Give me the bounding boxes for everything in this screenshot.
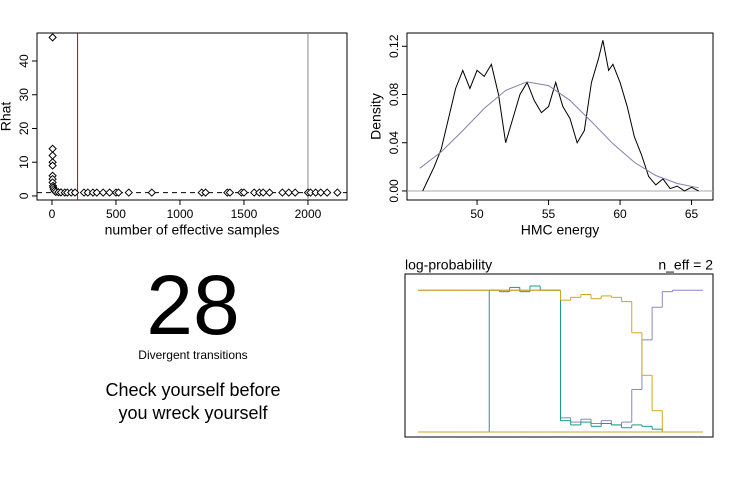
x-axis-label: number of effective samples: [105, 222, 280, 238]
density-line: [419, 81, 699, 189]
point: [114, 188, 123, 197]
point: [105, 188, 114, 197]
point: [201, 188, 210, 197]
x-tick-label: 60: [613, 207, 627, 221]
point: [265, 188, 274, 197]
point: [322, 188, 332, 197]
x-tick-label: 500: [106, 207, 126, 221]
plot-frame: [36, 32, 348, 201]
y-tick-label: 0.12: [387, 34, 401, 58]
x-axis-label: HMC energy: [521, 222, 600, 238]
point: [48, 151, 57, 160]
point: [278, 188, 287, 197]
y-tick-label: 0.08: [387, 82, 401, 106]
point: [225, 188, 235, 197]
point: [284, 188, 293, 197]
plot-frame: [404, 273, 714, 438]
point: [48, 161, 57, 170]
y-tick-label: 10: [17, 155, 31, 169]
point: [98, 188, 108, 197]
point: [147, 188, 157, 197]
x-tick-label: 55: [542, 207, 556, 221]
density-line: [422, 40, 699, 192]
y-axis-label: Rhat: [0, 102, 14, 132]
panel-title: log-probability: [405, 257, 492, 273]
y-tick-label: 40: [17, 54, 31, 68]
x-tick-label: 50: [470, 207, 484, 221]
y-tick-label: 0.00: [387, 179, 401, 203]
y-tick-label: 30: [17, 88, 31, 102]
point: [70, 188, 80, 197]
y-tick-label: 0: [17, 192, 31, 199]
x-tick-label: 0: [49, 207, 56, 221]
point: [48, 33, 57, 42]
message-line: Check yourself before: [105, 380, 280, 400]
x-tick-label: 2000: [295, 207, 322, 221]
point: [333, 188, 342, 197]
plot-frame: [406, 32, 714, 201]
y-axis-label: Density: [368, 93, 384, 140]
divergent-label: Divergent transitions: [138, 348, 247, 362]
x-tick-label: 65: [685, 207, 699, 221]
point: [290, 188, 300, 197]
point: [48, 144, 57, 153]
x-tick-label: 1500: [231, 207, 258, 221]
point: [258, 188, 268, 197]
annotation: n_eff = 2: [658, 257, 713, 273]
point: [124, 188, 133, 197]
point: [239, 188, 249, 197]
y-tick-label: 0.04: [387, 131, 401, 155]
point: [316, 188, 325, 197]
divergent-count: 28: [146, 258, 239, 352]
point: [92, 188, 101, 197]
x-tick-label: 1000: [167, 207, 194, 221]
y-tick-label: 20: [17, 121, 31, 135]
message-line: you wreck yourself: [118, 403, 268, 423]
